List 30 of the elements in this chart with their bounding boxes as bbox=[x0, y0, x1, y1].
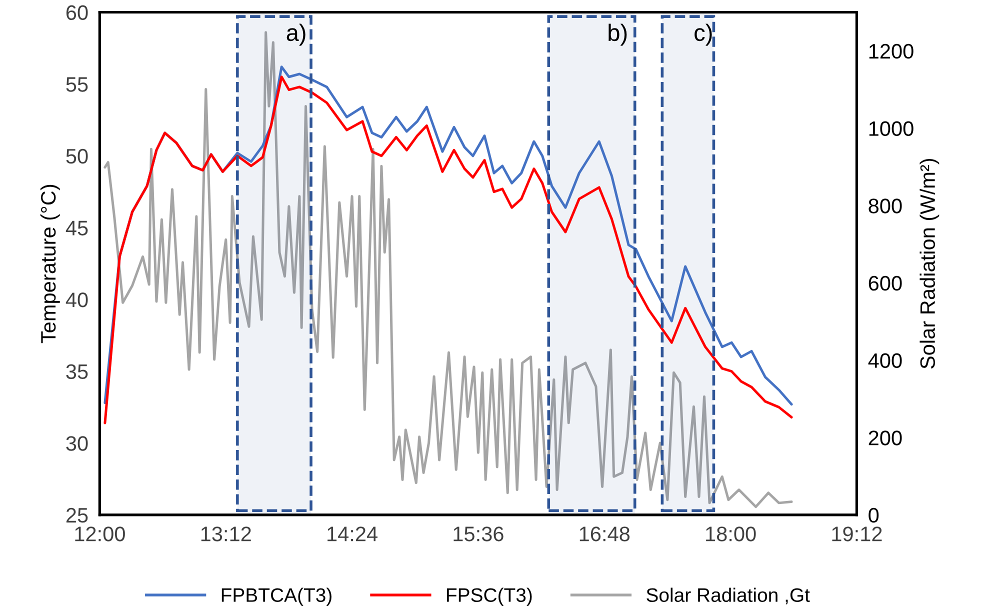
x-tick-label: 13:12 bbox=[201, 526, 251, 542]
band-label: a) bbox=[286, 24, 306, 46]
y2-tick-label: 1000 bbox=[869, 121, 914, 136]
y2-tick-label: 800 bbox=[868, 198, 902, 214]
x-tick-label: 16:48 bbox=[580, 526, 630, 542]
y-tick-label: 45 bbox=[66, 220, 88, 236]
y2-axis-title: Solar Radiation (W/m²) bbox=[920, 158, 940, 369]
y-tick-label: 50 bbox=[66, 148, 88, 164]
y-tick-label: 60 bbox=[66, 5, 88, 20]
y-tick-label: 55 bbox=[66, 77, 88, 92]
x-tick-label: 15:36 bbox=[454, 526, 504, 542]
y2-tick-label: 0 bbox=[868, 508, 879, 523]
y2-tick-label: 400 bbox=[868, 353, 902, 368]
y-tick-label: 30 bbox=[66, 436, 88, 451]
x-tick-label: 18:00 bbox=[706, 526, 756, 542]
legend-label: Solar Radiation ,Gt bbox=[646, 588, 810, 604]
legend-label: FPSC(T3) bbox=[447, 588, 532, 606]
y-tick-label: 40 bbox=[66, 292, 88, 308]
y-tick-label: 25 bbox=[66, 508, 88, 523]
x-tick-label: 19:12 bbox=[832, 526, 882, 542]
legend-label: FPBTCA(T3) bbox=[222, 588, 332, 606]
y2-tick-label: 200 bbox=[868, 430, 902, 446]
x-tick-label: 12:00 bbox=[75, 526, 125, 542]
y2-tick-label: 600 bbox=[868, 276, 902, 291]
band-label: c) bbox=[694, 24, 712, 46]
y2-tick-label: 1200 bbox=[869, 44, 914, 59]
x-tick-label: 14:24 bbox=[328, 526, 378, 542]
band-label: b) bbox=[608, 24, 627, 46]
y-tick-label: 35 bbox=[66, 364, 88, 380]
y-axis-title: Temperature (°C) bbox=[40, 184, 60, 344]
